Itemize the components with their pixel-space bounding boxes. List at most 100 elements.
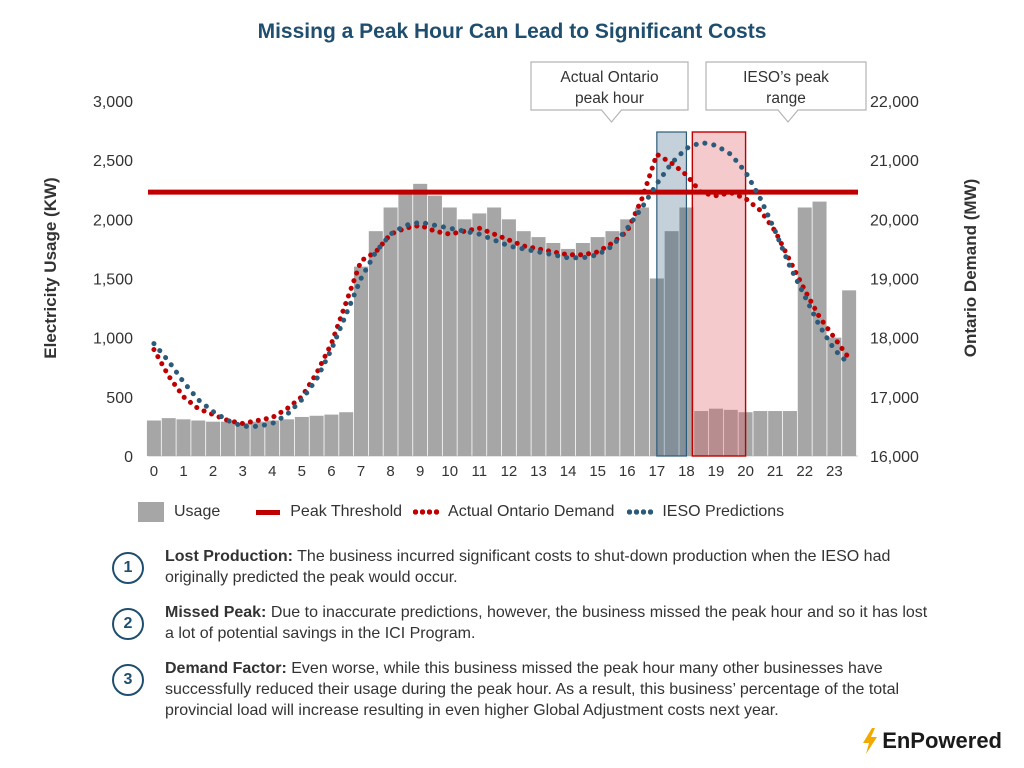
x-tick-label: 12 — [501, 463, 518, 480]
usage-bar — [413, 183, 428, 457]
ieso-range-callout-box — [705, 61, 867, 123]
x-tick-label: 8 — [386, 463, 394, 480]
note-body: Due to inaccurate predictions, however, … — [165, 604, 928, 642]
x-tick-label: 7 — [357, 463, 365, 480]
usage-bar — [427, 195, 442, 456]
note-text: Lost Production: The business incurred s… — [165, 546, 935, 588]
y2-tick-label: 19,000 — [870, 272, 919, 289]
note-item: 2 Missed Peak: Due to inaccurate predict… — [112, 602, 935, 644]
usage-bar — [516, 231, 531, 456]
usage-bar — [487, 207, 502, 456]
note-number-badge: 1 — [112, 552, 144, 584]
legend-ieso-swatch — [626, 509, 655, 515]
usage-bar — [664, 231, 679, 456]
usage-bar — [398, 189, 413, 456]
x-tick-label: 2 — [209, 463, 217, 480]
x-tick-label: 15 — [589, 463, 606, 480]
actual-peak-hour-shade — [656, 131, 688, 457]
usage-bar — [812, 201, 827, 456]
x-tick-label: 18 — [678, 463, 695, 480]
legend-actual-swatch — [412, 509, 441, 515]
x-tick-label: 21 — [767, 463, 784, 480]
usage-bar — [546, 243, 561, 456]
usage-bar — [176, 419, 191, 456]
usage-bar — [309, 415, 324, 456]
y-tick-label: 2,500 — [93, 153, 133, 170]
usage-bar — [220, 421, 235, 456]
actual-demand-line — [151, 150, 852, 427]
usage-bar — [339, 412, 354, 456]
usage-bar — [590, 237, 605, 456]
x-tick-label: 19 — [708, 463, 725, 480]
ieso-range-callout-text: range — [766, 90, 806, 107]
usage-bar — [827, 337, 842, 456]
x-tick-label: 13 — [530, 463, 547, 480]
x-tick-label: 3 — [238, 463, 246, 480]
y2-tick-label: 20,000 — [870, 212, 919, 229]
chart-title: Missing a Peak Hour Can Lead to Signific… — [257, 20, 767, 43]
x-tick-label: 5 — [298, 463, 306, 480]
usage-bar — [561, 248, 576, 456]
actual-peak-callout: Actual Ontario peak hour — [530, 61, 689, 123]
usage-bar — [768, 411, 783, 456]
callouts: Actual Ontario peak hour IESO’s peak range — [530, 61, 867, 123]
x-tick-label: 16 — [619, 463, 636, 480]
usage-bar — [354, 266, 368, 456]
usage-bar — [842, 290, 857, 456]
enpowered-logo: EnPowered — [861, 728, 1002, 754]
usage-bar — [531, 237, 546, 456]
x-tick-label: 11 — [472, 463, 488, 480]
usage-bars — [146, 183, 857, 457]
legend-actual-label: Actual Ontario Demand — [448, 503, 615, 520]
usage-bar — [383, 207, 398, 456]
usage-bar — [635, 207, 650, 456]
usage-bar — [442, 207, 457, 456]
usage-bar — [753, 411, 768, 456]
x-tick-label: 9 — [416, 463, 424, 480]
usage-bar — [694, 411, 709, 456]
y-tick-label: 1,000 — [93, 331, 133, 348]
usage-bar — [723, 409, 738, 456]
usage-bar — [457, 219, 472, 456]
usage-bar — [782, 411, 797, 456]
peak-shades — [656, 131, 747, 457]
usage-bar — [294, 416, 309, 456]
usage-bar — [797, 207, 812, 456]
chart: 0 500 1,000 1,500 2,000 2,500 3,000 16,000 17,00… — [41, 61, 980, 480]
x-tick-label: 22 — [796, 463, 813, 480]
legend-threshold-swatch — [256, 509, 281, 515]
usage-bar — [191, 420, 206, 456]
x-tick-label: 14 — [560, 463, 577, 480]
demand-lines — [151, 139, 852, 429]
usage-bar — [206, 421, 221, 456]
y2-tick-label: 22,000 — [870, 94, 919, 111]
x-tick-label: 20 — [737, 463, 754, 480]
axes: 0 500 1,000 1,500 2,000 2,500 3,000 16,000 17,00… — [41, 94, 980, 480]
y2-tick-label: 21,000 — [870, 153, 919, 170]
usage-bar — [146, 420, 161, 456]
usage-bar — [368, 231, 383, 456]
logo-text: EnPowered — [882, 728, 1002, 753]
usage-bar — [605, 231, 620, 456]
y-tick-label: 2,000 — [93, 212, 133, 229]
y2-tick-label: 18,000 — [870, 331, 919, 348]
note-text: Missed Peak: Due to inaccurate predictio… — [165, 602, 935, 644]
x-tick-label: 17 — [648, 463, 665, 480]
usage-bar — [280, 419, 295, 456]
usage-bar — [324, 414, 339, 456]
note-body: Even worse, while this business missed t… — [165, 660, 900, 719]
y-tick-label: 1,500 — [93, 272, 133, 289]
x-tick-label: 6 — [327, 463, 335, 480]
y2-tick-label: 17,000 — [870, 390, 919, 407]
y-tick-label: 500 — [106, 390, 133, 407]
actual-peak-callout-text: Actual Ontario — [560, 69, 658, 86]
legend-usage-swatch — [138, 502, 164, 522]
legend-ieso-label: IESO Predictions — [662, 503, 785, 520]
note-item: 3 Demand Factor: Even worse, while this … — [112, 658, 935, 721]
actual-peak-callout-box — [530, 61, 689, 123]
note-heading: Missed Peak: — [165, 604, 267, 621]
x-tick-label: 23 — [826, 463, 843, 480]
ieso-peak-range-shade — [691, 131, 747, 457]
usage-bar — [575, 243, 590, 456]
usage-bar — [709, 408, 723, 456]
